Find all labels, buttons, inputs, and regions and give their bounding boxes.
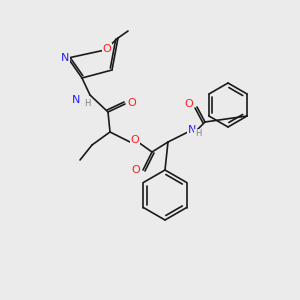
- Text: N: N: [72, 95, 80, 105]
- Text: N: N: [188, 125, 196, 135]
- Text: O: O: [184, 99, 194, 109]
- Text: O: O: [128, 98, 136, 108]
- Text: O: O: [130, 135, 140, 145]
- Text: O: O: [132, 165, 140, 175]
- Text: H: H: [84, 98, 90, 107]
- Text: O: O: [103, 44, 111, 54]
- Text: N: N: [61, 53, 69, 63]
- Text: H: H: [195, 130, 201, 139]
